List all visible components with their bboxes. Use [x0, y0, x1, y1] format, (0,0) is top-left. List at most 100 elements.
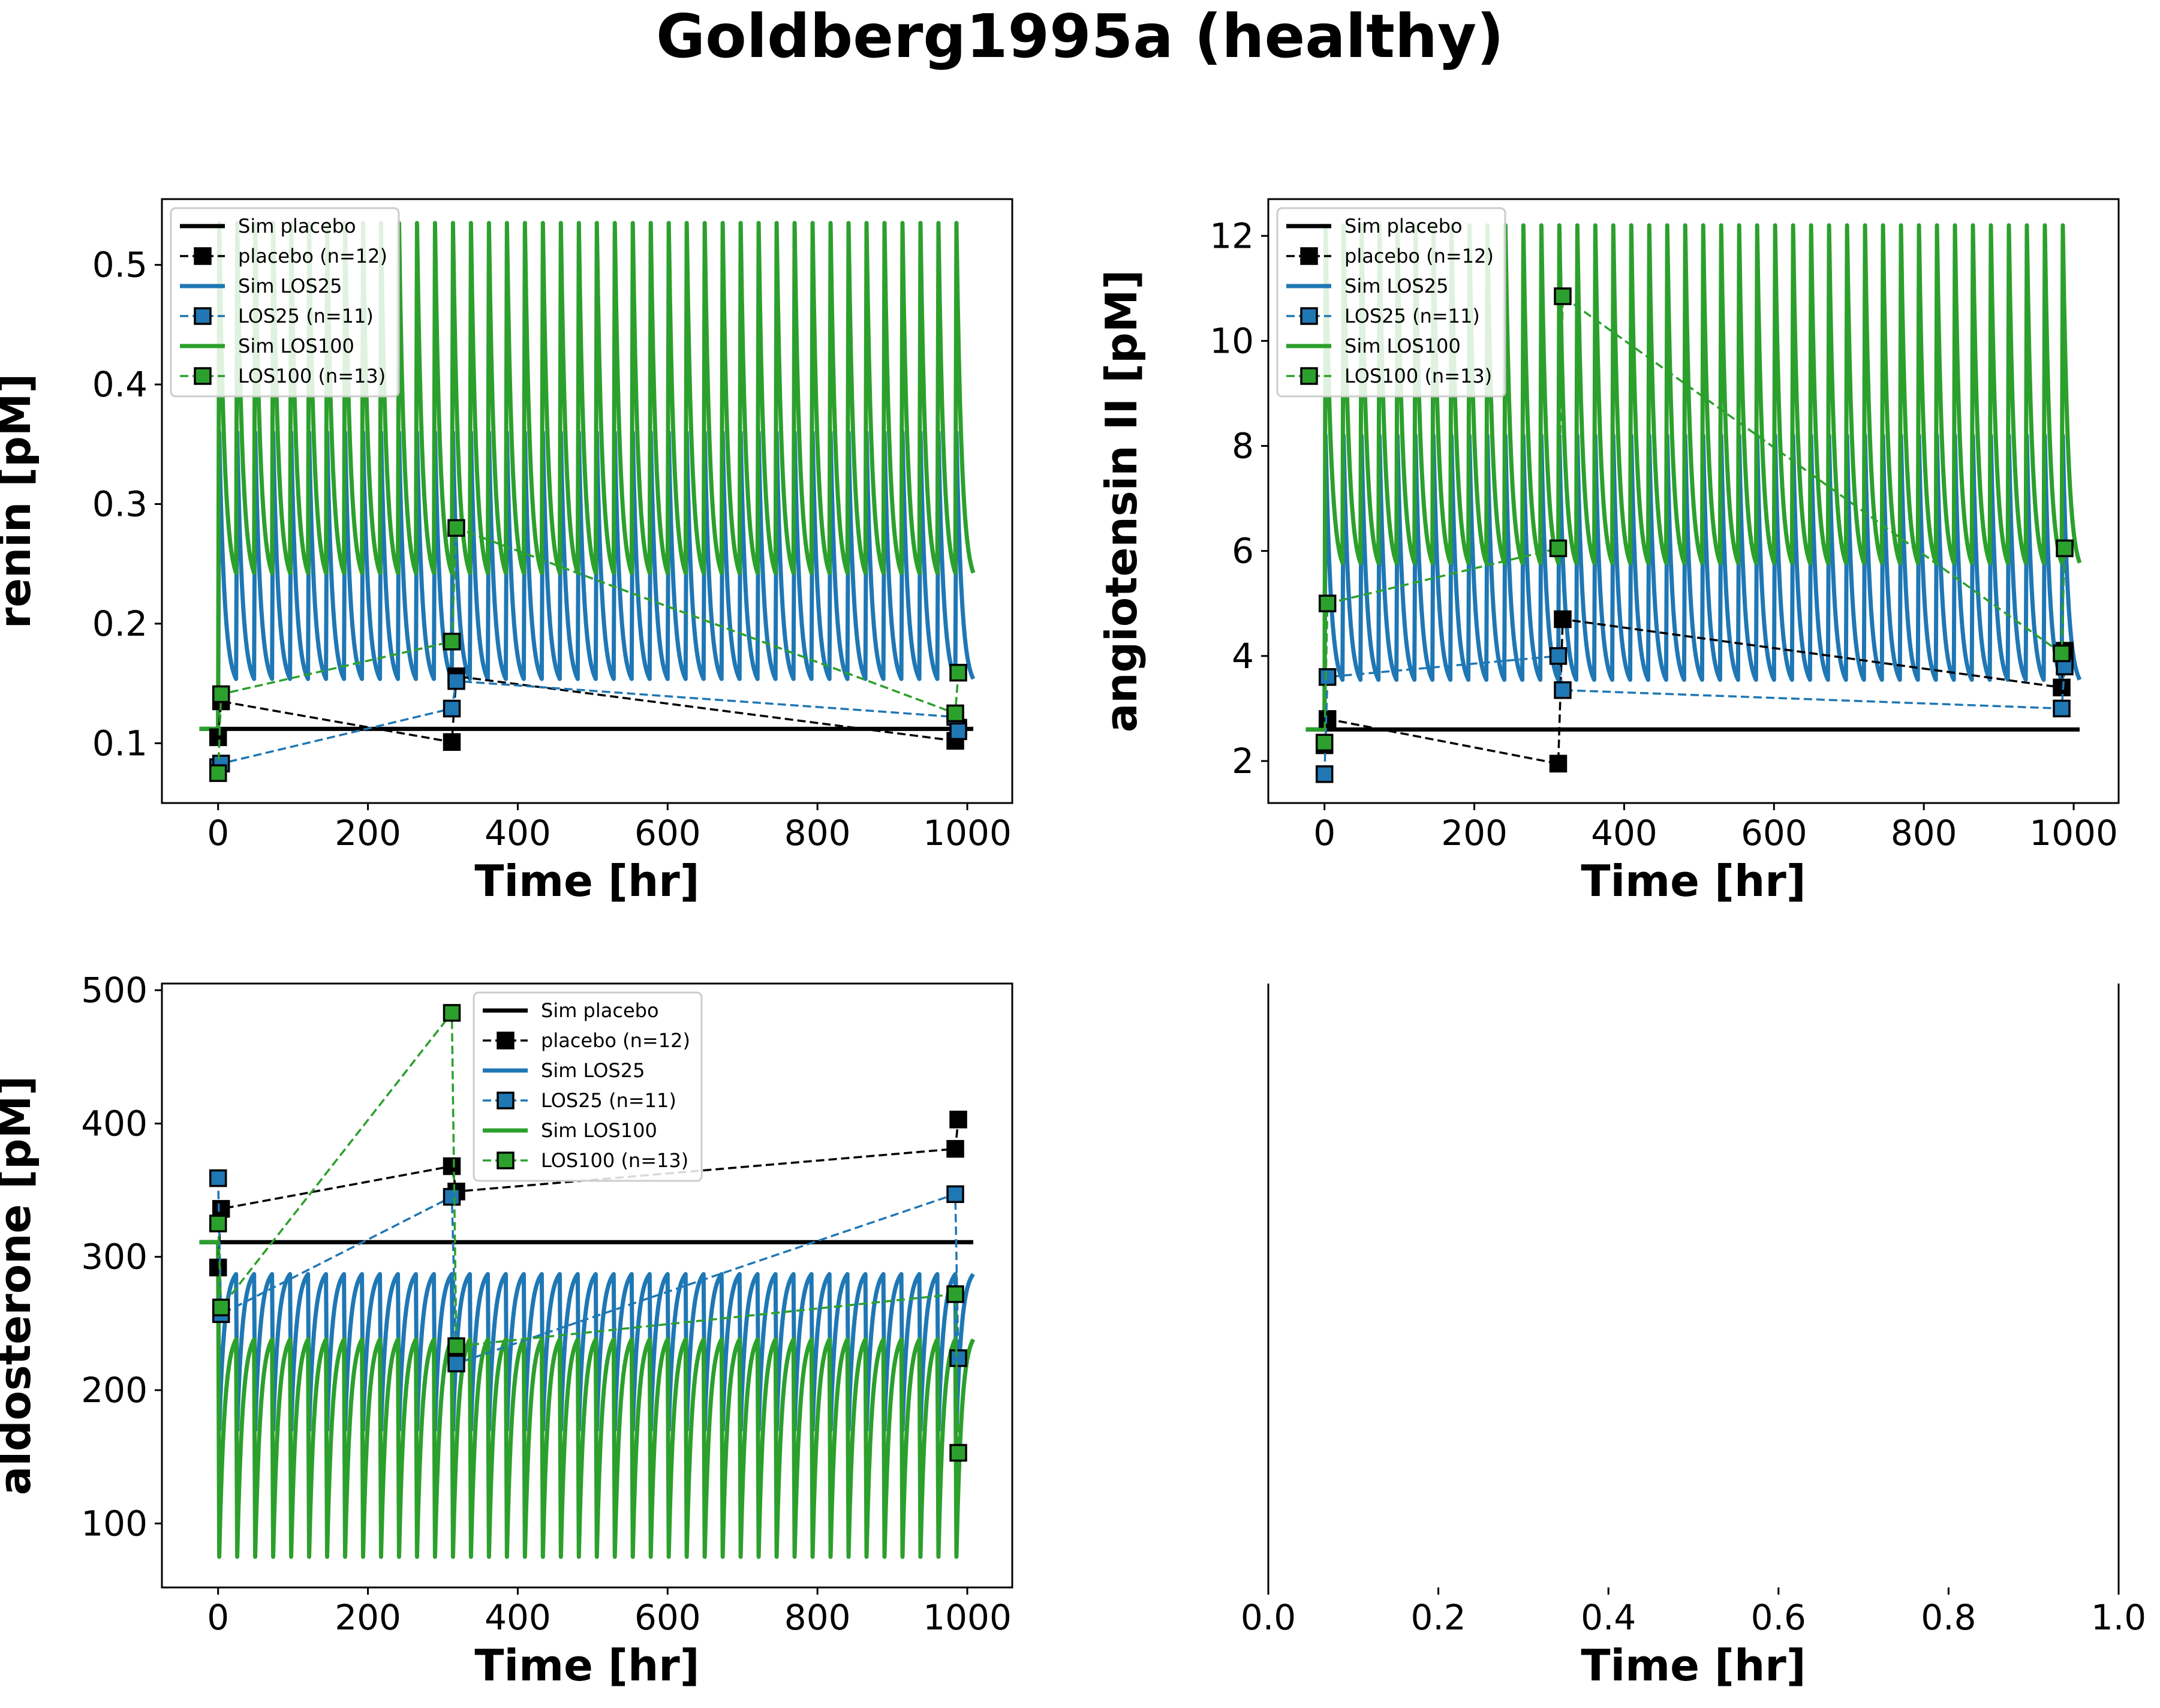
data-point-los100 — [443, 633, 461, 651]
legend-label: Sim LOS25 — [238, 275, 342, 297]
legend-label: LOS100 (n=13) — [1344, 365, 1492, 387]
legend-swatch-marker — [194, 367, 212, 385]
data-point-los25 — [447, 1354, 465, 1373]
x-tick-label: 1.0 — [2091, 1597, 2146, 1638]
chart-panel-bottom-left: 0 200 400 600 800 1000 Time [hr] 100 200 300 400 50… — [0, 970, 1013, 1691]
x-tick-label: 600 — [634, 1597, 701, 1638]
data-point-los100 — [946, 1285, 964, 1303]
x-tick-label: 1000 — [923, 813, 1012, 853]
legend-frame — [170, 207, 400, 398]
legend-label: LOS100 (n=13) — [238, 365, 386, 387]
legend-swatch-marker — [497, 1151, 515, 1169]
plot-area — [199, 1004, 976, 1559]
obs-line-los100 — [216, 1009, 959, 1453]
legend-label: Sim placebo — [1344, 215, 1463, 237]
data-point-los100 — [212, 1298, 230, 1316]
data-point-placebo — [1549, 754, 1568, 773]
legend-label: placebo (n=12) — [238, 245, 387, 267]
legend-label: placebo (n=12) — [541, 1029, 690, 1052]
data-point-los100 — [209, 1214, 227, 1232]
legend-label: LOS100 (n=13) — [541, 1149, 688, 1172]
y-axis-label: renin [pM] — [0, 374, 40, 629]
data-point-placebo — [1318, 710, 1337, 728]
y-tick-label: 10 — [1210, 320, 1254, 361]
legend-swatch-marker — [497, 1032, 515, 1050]
obs-line-los100 — [216, 526, 959, 774]
data-point-los25 — [209, 1169, 227, 1187]
x-tick-label: 800 — [784, 1597, 851, 1638]
legend: Sim placebo placebo (n=12) Sim LOS25 LOS25 … — [170, 207, 400, 398]
y-tick-label: 6 — [1232, 531, 1254, 572]
obs-line-los25 — [216, 1178, 959, 1365]
sim-line-los25 — [199, 430, 976, 731]
y-tick-label: 0.2 — [92, 603, 148, 644]
y-tick-label: 0.4 — [92, 364, 148, 405]
x-tick-label: 400 — [485, 813, 551, 853]
legend-label: Sim LOS100 — [238, 335, 354, 357]
chart-panel-top-right: 0 200 400 600 800 1000 Time [hr] 2 4 6 8 10 12 angiot… — [1096, 198, 2120, 906]
y-tick-label: 8 — [1232, 426, 1254, 467]
legend-label: Sim LOS25 — [1344, 275, 1448, 297]
chart-panel-top-left: 0 200 400 600 800 1000 Time [hr] 0.1 0.2 0.3 0.4 0.… — [0, 198, 1013, 906]
legend-swatch-marker — [194, 307, 212, 325]
data-point-los25 — [1549, 647, 1568, 665]
legend-swatch-marker — [1300, 247, 1318, 265]
data-point-los25 — [949, 722, 967, 741]
axes-frame — [161, 198, 1013, 804]
sim-line-los100 — [1305, 223, 2082, 732]
x-tick-label: 600 — [634, 813, 701, 853]
legend: Sim placebo placebo (n=12) Sim LOS25 LOS25 … — [473, 991, 703, 1182]
legend-frame — [473, 991, 703, 1182]
x-axis-label: Time [hr] — [1581, 1640, 1806, 1691]
data-point-los25 — [1554, 681, 1572, 699]
legend-swatch-marker — [1300, 367, 1318, 385]
data-point-placebo — [212, 1199, 230, 1218]
data-point-los25 — [1315, 765, 1334, 783]
y-tick-label: 200 — [81, 1370, 148, 1411]
sim-line-los100 — [199, 1240, 976, 1559]
x-tick-label: 200 — [335, 1597, 401, 1638]
legend-swatch-marker — [1300, 307, 1318, 325]
y-tick-label: 0.1 — [92, 723, 148, 763]
legend-swatch-marker — [194, 247, 212, 265]
plot-area — [199, 221, 976, 782]
legend-label: Sim LOS100 — [541, 1119, 657, 1142]
legend-label: Sim LOS25 — [541, 1059, 645, 1082]
data-point-los100 — [1318, 594, 1337, 613]
x-tick-label: 0 — [207, 813, 229, 853]
sim-line-los25 — [199, 1240, 975, 1433]
data-point-los25 — [2053, 699, 2071, 718]
x-tick-label: 0.2 — [1410, 1597, 1466, 1638]
figure-title: Goldberg1995a (healthy) — [656, 1, 1504, 71]
plot-area — [1305, 223, 2082, 783]
data-point-los100 — [1315, 733, 1334, 752]
x-tick-label: 800 — [784, 813, 851, 853]
y-tick-label: 4 — [1232, 636, 1254, 676]
data-point-los100 — [212, 685, 230, 703]
data-point-los25 — [1318, 668, 1337, 686]
x-tick-label: 0 — [1313, 813, 1335, 853]
y-tick-label: 0.5 — [92, 245, 148, 285]
data-point-los25 — [946, 1185, 964, 1203]
x-tick-label: 1000 — [923, 1597, 1012, 1638]
legend-label: LOS25 (n=11) — [541, 1089, 676, 1112]
x-axis-label: Time [hr] — [474, 1640, 699, 1691]
x-tick-label: 0.0 — [1241, 1597, 1296, 1638]
data-point-placebo — [2053, 678, 2071, 697]
data-point-los100 — [443, 1004, 461, 1022]
data-point-placebo — [209, 728, 227, 747]
legend-label: Sim LOS100 — [1344, 335, 1461, 357]
legend-label: Sim placebo — [238, 215, 356, 237]
x-axis-label: Time [hr] — [474, 856, 699, 906]
legend-swatch-marker — [497, 1091, 515, 1109]
x-tick-label: 200 — [335, 813, 401, 853]
y-tick-label: 12 — [1210, 215, 1254, 256]
y-axis-label: aldosterone [pM] — [0, 1076, 40, 1496]
y-tick-label: 400 — [81, 1103, 148, 1144]
x-tick-label: 0.6 — [1751, 1597, 1806, 1638]
obs-line-los100 — [1323, 294, 2066, 743]
axes-frame — [1267, 198, 2120, 804]
data-point-los100 — [949, 1444, 967, 1462]
x-tick-label: 200 — [1441, 813, 1508, 853]
